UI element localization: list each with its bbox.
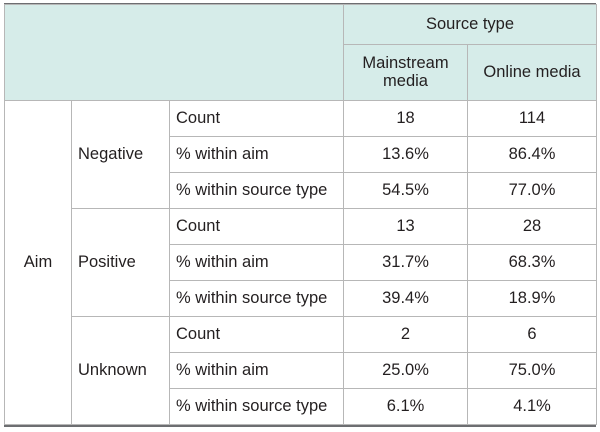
table-row: % within aim 25.0% 75.0% bbox=[5, 352, 598, 389]
table-row: % within aim 31.7% 68.3% bbox=[5, 244, 598, 281]
header-corner bbox=[3, 4, 345, 101]
table-row: % within source type 39.4% 18.9% bbox=[5, 280, 598, 317]
stat-label: % within source type bbox=[168, 280, 345, 317]
stat-label: % within aim bbox=[168, 244, 345, 281]
group-label-positive: Positive bbox=[71, 208, 170, 317]
cell-online: 75.0% bbox=[467, 352, 598, 389]
cell-online: 6 bbox=[467, 316, 598, 353]
cell-mainstream: 39.4% bbox=[343, 280, 469, 317]
header-row-1: Source type bbox=[3, 4, 598, 101]
header-row-2: Mainstream media Online media bbox=[5, 44, 598, 101]
stat-label: % within aim bbox=[168, 136, 345, 173]
cell-mainstream: 18 bbox=[343, 100, 469, 137]
cell-mainstream: 13.6% bbox=[343, 136, 469, 173]
cell-online: 18.9% bbox=[467, 280, 598, 317]
cell-online: 114 bbox=[467, 100, 598, 137]
cell-online: 77.0% bbox=[467, 172, 598, 209]
cell-mainstream: 54.5% bbox=[343, 172, 469, 209]
stat-label: % within aim bbox=[168, 352, 345, 389]
cell-mainstream: 2 bbox=[343, 316, 469, 353]
cell-mainstream: 13 bbox=[343, 208, 469, 245]
group-label-unknown: Unknown bbox=[71, 316, 170, 425]
cell-mainstream: 6.1% bbox=[343, 388, 469, 425]
group-label-negative: Negative bbox=[71, 100, 170, 209]
cell-mainstream: 31.7% bbox=[343, 244, 469, 281]
stat-label: % within source type bbox=[168, 172, 345, 209]
stat-label: Count bbox=[168, 316, 345, 353]
aim-label: Aim bbox=[4, 100, 72, 425]
stat-label: Count bbox=[168, 100, 345, 137]
cell-online: 68.3% bbox=[467, 244, 598, 281]
stat-label: Count bbox=[168, 208, 345, 245]
stat-label: % within source type bbox=[168, 388, 345, 425]
table-row: % within aim 13.6% 86.4% bbox=[5, 136, 598, 173]
table-row: Aim Negative Count 18 114 bbox=[4, 100, 598, 425]
table-bottom-rule bbox=[4, 425, 596, 427]
table-row: Unknown Count 2 6 bbox=[5, 316, 598, 425]
table-row: % within source type 6.1% 4.1% bbox=[5, 388, 598, 425]
cell-online: 86.4% bbox=[467, 136, 598, 173]
table-row: Positive Count 13 28 bbox=[5, 208, 598, 317]
column-header-online: Online media bbox=[467, 44, 598, 101]
cell-online: 28 bbox=[467, 208, 598, 245]
column-header-mainstream: Mainstream media bbox=[343, 44, 469, 101]
source-type-header: Source type bbox=[343, 4, 598, 45]
cell-online: 4.1% bbox=[467, 388, 598, 425]
cell-mainstream: 25.0% bbox=[343, 352, 469, 389]
crosstab-table: Source type Mainstream media Online medi… bbox=[3, 4, 598, 425]
